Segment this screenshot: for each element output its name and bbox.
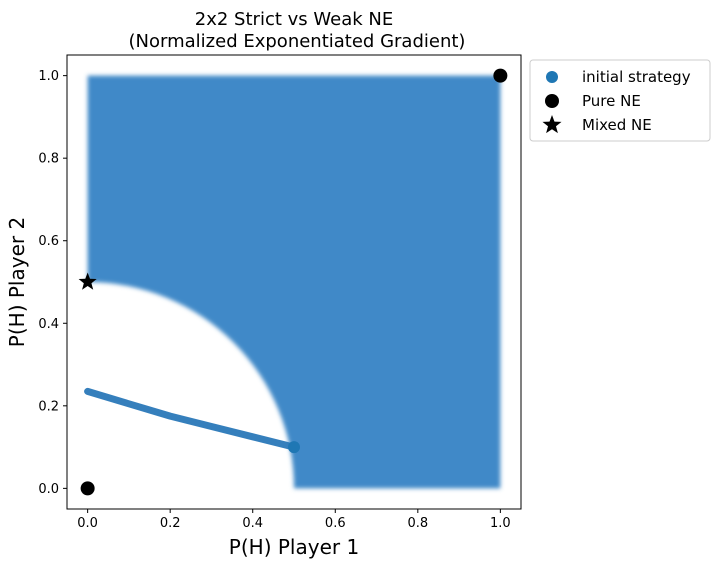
x-tick-label: 0.4 [242,516,263,531]
legend-label-mixed-ne: Mixed NE [582,116,652,134]
legend: initial strategy Pure NE Mixed NE [529,59,711,142]
y-axis: 0.0 0.2 0.4 0.6 0.8 1.0 [38,69,67,497]
y-tick-label: 1.0 [38,69,59,84]
y-tick-label: 0.0 [38,482,59,497]
chart-title: 2x2 Strict vs Weak NE [195,9,393,30]
plot-area [78,68,508,496]
y-tick-label: 0.2 [38,399,59,414]
mixed-ne-point-0 [78,272,97,290]
pure-ne-point-0 [80,481,95,496]
x-tick-label: 1.0 [490,516,511,531]
y-tick-label: 0.8 [38,152,59,167]
legend-frame [529,59,711,142]
x-tick-label: 0.2 [160,516,181,531]
legend-marker-mixed-ne [542,115,562,134]
x-axis: 0.0 0.2 0.4 0.6 0.8 1.0 [77,509,511,531]
legend-label-pure-ne: Pure NE [582,92,641,110]
y-tick-label: 0.6 [38,234,59,249]
chart-subtitle: (Normalized Exponentiated Gradient) [129,31,466,52]
legend-marker-initial-strategy [546,71,558,83]
strategy-region [87,75,501,489]
x-axis-label: P(H) Player 1 [229,535,359,559]
initial-strategy-point-0 [288,441,300,454]
legend-marker-pure-ne [545,94,559,108]
trajectory-line [84,387,298,451]
x-tick-label: 0.0 [77,516,98,531]
plot-frame [66,54,522,510]
x-tick-label: 0.6 [325,516,346,531]
pure-ne-point-1 [493,68,508,83]
y-tick-label: 0.4 [38,317,59,332]
legend-label-initial-strategy: initial strategy [582,68,691,86]
y-axis-label: P(H) Player 2 [5,217,29,347]
x-tick-label: 0.8 [407,516,428,531]
